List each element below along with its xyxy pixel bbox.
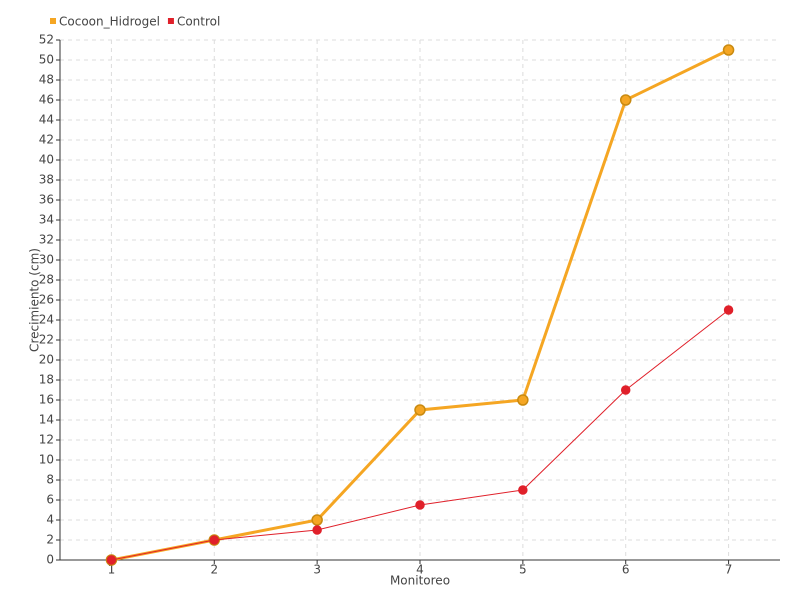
x-tick-label: 7 xyxy=(725,563,733,577)
y-tick-label: 24 xyxy=(39,313,54,327)
point xyxy=(414,404,426,416)
y-tick-label: 40 xyxy=(39,153,54,167)
x-tick-label: 3 xyxy=(313,563,321,577)
point xyxy=(209,535,220,545)
y-tick-label: 36 xyxy=(39,193,54,207)
y-tick-label: 30 xyxy=(39,253,54,267)
y-tick-label: 4 xyxy=(46,513,54,527)
y-tick-label: 34 xyxy=(39,213,54,227)
point xyxy=(723,305,734,315)
y-tick-label: 26 xyxy=(39,293,54,307)
point xyxy=(722,44,735,56)
y-tick-label: 10 xyxy=(39,453,54,467)
legend-label: Control xyxy=(177,15,220,29)
point xyxy=(311,514,323,526)
x-tick-label: 1 xyxy=(108,563,116,577)
y-tick-label: 6 xyxy=(46,493,54,507)
y-tick-label: 28 xyxy=(39,273,54,287)
point xyxy=(619,94,632,106)
y-tick-label: 44 xyxy=(39,113,54,127)
y-tick-label: 12 xyxy=(39,433,54,447)
legend-swatch xyxy=(50,18,56,24)
y-tick-label: 2 xyxy=(46,533,54,547)
y-tick-label: 50 xyxy=(39,53,54,67)
x-tick-label: 5 xyxy=(519,563,527,577)
x-axis-label: Monitoreo xyxy=(390,574,450,588)
point xyxy=(620,385,631,395)
y-tick-label: 20 xyxy=(39,353,54,367)
point xyxy=(517,394,529,406)
y-tick-label: 38 xyxy=(39,173,54,187)
y-axis-label: Crecimiento (cm) xyxy=(28,248,42,352)
y-tick-label: 8 xyxy=(46,473,54,487)
point xyxy=(312,525,322,535)
x-tick-label: 4 xyxy=(416,563,424,577)
legend-swatch xyxy=(167,18,174,24)
y-tick-label: 48 xyxy=(39,73,54,87)
y-tick-label: 46 xyxy=(39,93,54,107)
legend-label: Cocoon_Hidrogel xyxy=(59,15,160,29)
y-tick-label: 16 xyxy=(39,393,54,407)
point xyxy=(518,485,528,495)
point xyxy=(106,555,117,565)
y-tick-label: 22 xyxy=(39,333,54,347)
y-tick-label: 14 xyxy=(39,413,54,427)
x-tick-label: 2 xyxy=(210,563,218,577)
y-tick-label: 42 xyxy=(39,133,54,147)
y-tick-label: 32 xyxy=(39,233,54,247)
y-tick-label: 18 xyxy=(39,373,54,387)
y-tick-label: 0 xyxy=(46,553,54,567)
x-tick-label: 6 xyxy=(622,563,630,577)
point xyxy=(415,500,425,510)
y-tick-label: 52 xyxy=(39,33,54,47)
